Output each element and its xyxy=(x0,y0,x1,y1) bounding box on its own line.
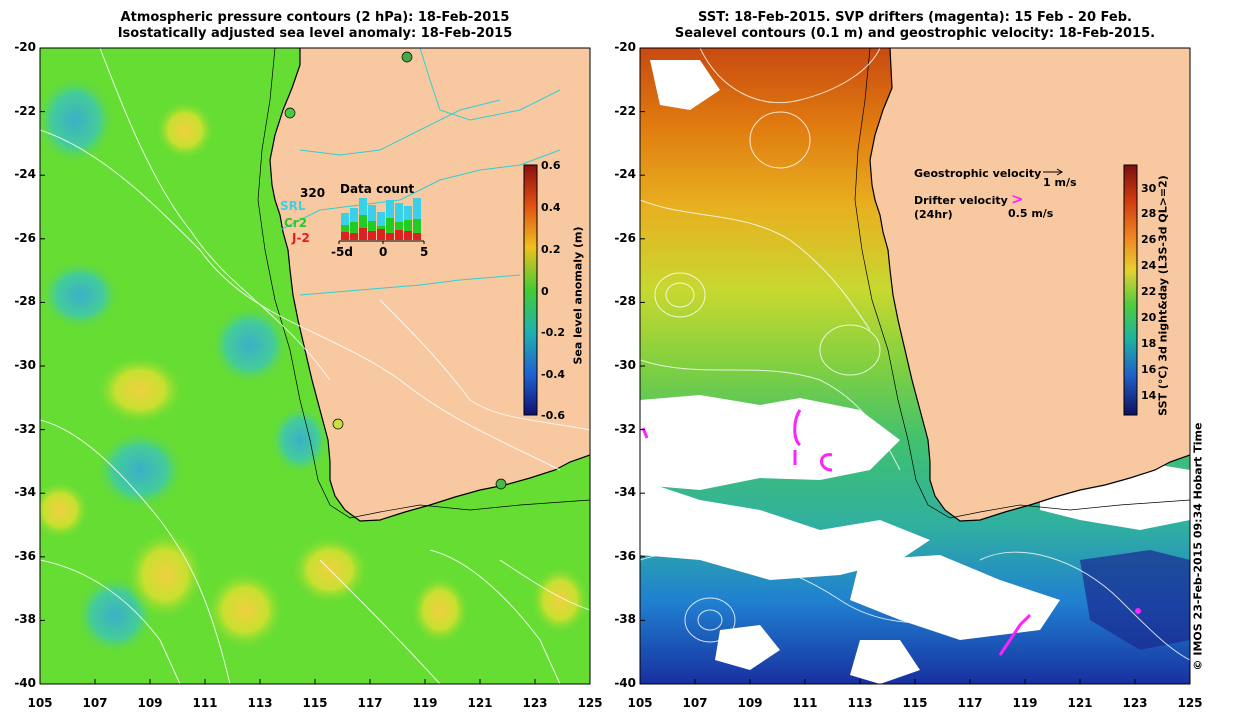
left-lat-tick-label: -20 xyxy=(14,40,36,54)
data-count-histogram xyxy=(338,198,425,244)
inset-xtick-minus5d: -5d xyxy=(331,245,353,259)
geostrophic-velocity-scale: 1 m/s xyxy=(1043,176,1077,189)
left-map xyxy=(40,48,590,684)
sla-tick: 0 xyxy=(541,285,549,298)
left-title-line2: Isostatically adjusted sea level anomaly… xyxy=(117,26,513,41)
sla-tick: -0.2 xyxy=(541,326,566,339)
geostrophic-velocity-label: Geostrophic velocity xyxy=(914,167,1042,180)
left-lat-tick-label: -24 xyxy=(14,167,36,182)
right-lon-tick-label: 119 xyxy=(1012,696,1038,710)
right-lon-tick-label: 107 xyxy=(682,696,708,710)
right-lon-tick-label: 109 xyxy=(737,696,763,710)
left-lon-tick-label: 123 xyxy=(522,696,548,710)
left-lon-tick-label: 125 xyxy=(577,696,603,710)
left-lon-tick-label: 113 xyxy=(247,696,273,710)
sst-tick: 16 xyxy=(1141,363,1157,376)
sla-tick: -0.6 xyxy=(541,409,566,422)
right-title-line2: Sealevel contours (0.1 m) and geostrophi… xyxy=(674,26,1156,41)
right-lat-tick-label: -26 xyxy=(614,230,636,245)
sla-tick: 0.4 xyxy=(541,201,561,214)
left-lon-tick-label: 119 xyxy=(412,696,438,710)
inset-max-label: 320 xyxy=(300,186,326,200)
left-lat-tick-label: -36 xyxy=(14,548,36,563)
left-lon-tick-label: 115 xyxy=(302,696,328,710)
left-lon-tick-label: 117 xyxy=(357,696,383,710)
right-lon-tick-label: 111 xyxy=(792,696,818,710)
sst-colorbar xyxy=(1123,164,1138,416)
left-lat-tick-label: -40 xyxy=(14,676,36,690)
left-lon-tick-label: 105 xyxy=(27,696,53,710)
right-lat-tick-label: -30 xyxy=(614,358,636,372)
inset-xtick-0: 0 xyxy=(379,245,388,259)
sst-tick: 20 xyxy=(1141,311,1157,324)
sla-tick: 0.6 xyxy=(541,159,561,172)
right-lat-tick-label: -34 xyxy=(614,485,636,500)
right-lon-tick-label: 117 xyxy=(957,696,983,710)
right-lon-tick-label: 113 xyxy=(847,696,873,710)
left-lat-tick-label: -22 xyxy=(14,103,36,118)
left-lat-tick-label: -32 xyxy=(14,421,36,436)
drifter-velocity-scale: 0.5 m/s xyxy=(1008,207,1054,220)
imos-credit: © IMOS 23-Feb-2015 09:34 Hobart Time xyxy=(1191,422,1205,671)
left-lat-tick-label: -38 xyxy=(14,612,36,627)
right-lat-tick-label: -38 xyxy=(614,612,636,627)
sst-tick: 22 xyxy=(1141,285,1157,298)
sst-tick: 18 xyxy=(1141,337,1157,350)
right-lat-tick-label: -24 xyxy=(614,167,636,182)
left-lat-tick-label: -26 xyxy=(14,230,36,245)
right-lat-tick-label: -28 xyxy=(614,294,636,309)
sst-tick: 28 xyxy=(1141,207,1157,220)
sst-tick: 30 xyxy=(1141,182,1157,195)
right-lat-tick-label: -40 xyxy=(614,676,636,690)
right-lat-tick-label: -32 xyxy=(614,421,636,436)
left-lon-tick-label: 107 xyxy=(82,696,108,710)
right-lon-tick-label: 115 xyxy=(902,696,928,710)
sst-tick: 26 xyxy=(1141,233,1157,246)
left-lon-tick-label: 111 xyxy=(192,696,218,710)
left-lon-tick-label: 121 xyxy=(467,696,493,710)
right-lon-tick-label: 105 xyxy=(627,696,653,710)
right-title-line1: SST: 18-Feb-2015. SVP drifters (magenta)… xyxy=(698,10,1132,25)
right-lat-tick-label: -20 xyxy=(614,40,636,54)
right-lon-tick-label: 123 xyxy=(1122,696,1148,710)
sst-tick: 24 xyxy=(1141,259,1157,272)
inset-xtick-5: 5 xyxy=(420,245,429,259)
sla-colorbar xyxy=(523,164,538,416)
sst-colorbar-label: SST (°C) 3d night&day (L3S-3d QL>=2) xyxy=(1156,175,1170,416)
inset-legend-cr2: Cr2 xyxy=(284,216,308,230)
drifter-velocity-interval: (24hr) xyxy=(914,208,953,221)
sla-tick: 0.2 xyxy=(541,243,561,256)
right-lon-tick-label: 125 xyxy=(1177,696,1203,710)
right-map xyxy=(640,48,1190,684)
sst-tick: 14 xyxy=(1141,389,1157,402)
drifter-velocity-label: Drifter velocity xyxy=(914,194,1008,207)
left-lat-tick-label: -30 xyxy=(14,358,36,372)
left-lat-tick-label: -28 xyxy=(14,294,36,309)
left-lat-tick-label: -34 xyxy=(14,485,36,500)
sla-tick: -0.4 xyxy=(541,368,566,381)
inset-legend-j2: J-2 xyxy=(292,231,310,245)
left-title-line1: Atmospheric pressure contours (2 hPa): 1… xyxy=(120,10,510,25)
drifter-velocity-symbol: > xyxy=(1011,190,1024,208)
right-lat-tick-label: -36 xyxy=(614,548,636,563)
sla-colorbar-label: Sea level anomaly (m) xyxy=(571,226,585,365)
right-lat-tick-label: -22 xyxy=(614,103,636,118)
inset-title: Data count xyxy=(340,182,415,196)
right-lon-tick-label: 121 xyxy=(1067,696,1093,710)
inset-legend-srl: SRL xyxy=(280,199,306,213)
left-lon-tick-label: 109 xyxy=(137,696,163,710)
